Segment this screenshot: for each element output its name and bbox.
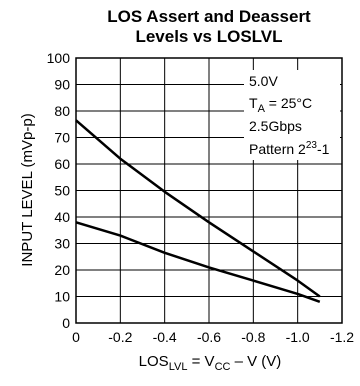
chart-title: LOS Assert and Deassert: [107, 7, 311, 26]
x-tick-label: -0.6: [197, 329, 221, 345]
x-tick-label: -0.4: [153, 329, 177, 345]
condition-rate: 2.5Gbps: [249, 118, 302, 134]
x-axis-label-eq: = V: [187, 353, 214, 370]
x-axis-label-eq-sub: CC: [215, 361, 231, 373]
x-tick-label: -0.2: [108, 329, 132, 345]
condition-temperature: TA = 25°C: [249, 95, 312, 115]
condition-pattern-sup: 23: [306, 140, 318, 151]
y-tick-label: 20: [54, 262, 70, 278]
x-tick-label: -1.0: [286, 329, 310, 345]
condition-temp-symbol: T: [249, 95, 258, 111]
plot-frame: [75, 57, 343, 324]
x-tick-label: -0.8: [241, 329, 265, 345]
x-axis-label-base-sub: LVL: [169, 361, 188, 373]
x-tick-labels: 0 -0.2 -0.4 -0.6 -0.8 -1.0 -1.2: [72, 329, 354, 345]
x-tick-label: 0: [72, 329, 80, 345]
x-axis-label-base: LOS: [139, 353, 169, 370]
y-axis-label: INPUT LEVEL (mVp-p): [19, 113, 36, 266]
series-layer: [75, 119, 321, 303]
conditions-box: 5.0V TA = 25°C 2.5Gbps Pattern 223-1: [244, 70, 340, 160]
y-tick-label: 30: [54, 236, 70, 252]
y-tick-label: 70: [54, 130, 70, 146]
y-tick-label: 0: [62, 315, 70, 331]
condition-temp-sub: A: [258, 103, 266, 115]
condition-temp-value: = 25°C: [265, 95, 312, 111]
y-tick-label: 80: [54, 103, 70, 119]
conditions-box-bg: [244, 70, 340, 160]
y-tick-label: 60: [54, 156, 70, 172]
condition-pattern-text: Pattern 2: [249, 141, 306, 157]
condition-supply: 5.0V: [249, 73, 278, 89]
condition-pattern: Pattern 223-1: [249, 140, 330, 157]
condition-pattern-tail: -1: [317, 141, 330, 157]
y-tick-label: 100: [47, 50, 71, 66]
series-line-1: [75, 119, 321, 298]
x-axis-label: LOSLVL = VCC – V (V): [139, 353, 282, 373]
y-tick-label: 90: [54, 77, 70, 93]
y-tick-label: 40: [54, 209, 70, 225]
y-tick-labels: 0 10 20 30 40 50 60 70 80 90 100: [47, 50, 71, 331]
y-tick-label: 50: [54, 183, 70, 199]
y-tick-label: 10: [54, 289, 70, 305]
series-line-2: [75, 221, 321, 303]
chart-subtitle: Levels vs LOSLVL: [135, 27, 282, 46]
x-axis-label-tail: – V (V): [230, 353, 281, 370]
x-tick-label: -1.2: [330, 329, 354, 345]
